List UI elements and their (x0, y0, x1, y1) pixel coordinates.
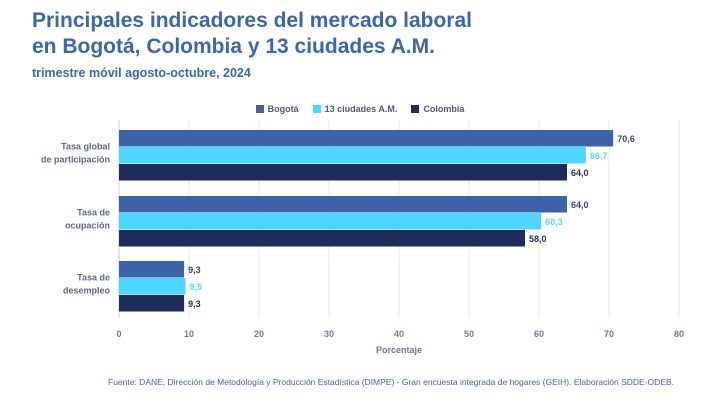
x-tick-label-70: 70 (604, 329, 614, 339)
legend-swatch-13-ciudades (312, 105, 321, 113)
x-axis-label: Porcentaje (376, 345, 422, 355)
data-label-13-ciudades-2: 9,5 (190, 282, 203, 292)
bar-colombia-1 (119, 230, 525, 247)
x-tick-label-0: 0 (116, 329, 121, 339)
bar-bogota-0 (119, 130, 614, 147)
bar-colombia-0 (119, 164, 567, 181)
chart-title-line2: en Bogotá, Colombia y 13 ciudades A.M. (32, 35, 435, 58)
bar-colombia-2 (119, 295, 185, 312)
x-tick-label-60: 60 (534, 329, 544, 339)
legend-item-bogota: Bogotá (255, 104, 299, 114)
category-label-1: Tasa de ocupación (65, 208, 110, 231)
data-label-colombia-2: 9,3 (188, 299, 201, 309)
chart-title-line1: Principales indicadores del mercado labo… (32, 9, 472, 32)
data-label-bogota-2: 9,3 (188, 265, 201, 275)
bar-bogota-2 (119, 261, 185, 278)
data-label-bogota-1: 64,0 (571, 200, 589, 210)
x-tick-label-30: 30 (324, 329, 334, 339)
bar-13-ciudades-1 (119, 213, 542, 230)
bar-13-ciudades-2 (119, 278, 186, 295)
chart-title: Principales indicadores del mercado labo… (32, 8, 692, 60)
x-tick-label-10: 10 (184, 329, 194, 339)
data-label-bogota-0: 70,6 (617, 134, 635, 144)
category-label-2: Tasa de desempleo (63, 273, 111, 296)
chart-legend: Bogotá 13 ciudades A.M. Colombia (0, 104, 720, 114)
chart-subtitle: trimestre móvil agosto-octubre, 2024 (32, 66, 251, 80)
legend-swatch-bogota (255, 105, 264, 113)
x-tick-label-80: 80 (674, 329, 684, 339)
category-label-0: Tasa global de participación (41, 142, 110, 165)
x-tick-label-40: 40 (394, 329, 404, 339)
data-label-13-ciudades-1: 60,3 (545, 217, 563, 227)
legend-label-13-ciudades: 13 ciudades A.M. (324, 104, 398, 114)
data-label-colombia-0: 64,0 (571, 168, 589, 178)
x-tick-label-20: 20 (254, 329, 264, 339)
legend-label-bogota: Bogotá (267, 104, 299, 114)
legend-label-colombia: Colombia (423, 104, 465, 114)
data-label-colombia-1: 58,0 (529, 234, 547, 244)
bar-bogota-1 (119, 196, 567, 213)
data-label-13-ciudades-0: 66,7 (590, 151, 608, 161)
legend-swatch-colombia (411, 105, 420, 113)
x-tick-label-50: 50 (464, 329, 474, 339)
source-footnote: Fuente: DANE, Dirección de Metodología y… (108, 377, 674, 387)
legend-item-13-ciudades: 13 ciudades A.M. (312, 104, 398, 114)
bar-13-ciudades-0 (119, 147, 586, 164)
legend-item-colombia: Colombia (411, 104, 464, 114)
